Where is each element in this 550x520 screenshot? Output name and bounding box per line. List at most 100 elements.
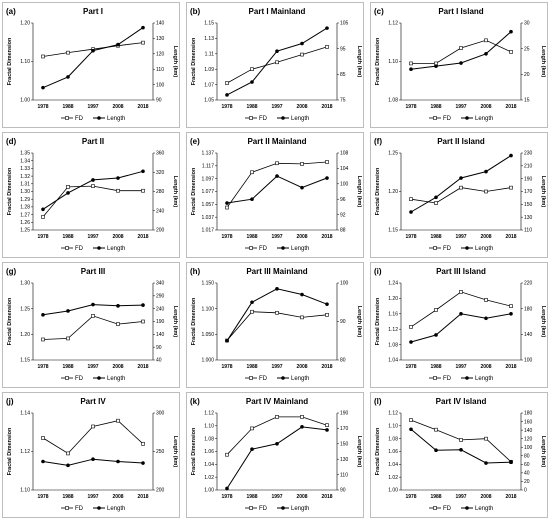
- fd-point: [509, 304, 513, 308]
- chart-title: Part III Island: [436, 267, 486, 276]
- y-axis-label: Fractal Dimension: [191, 167, 197, 215]
- fd-point: [300, 315, 304, 320]
- chart-title: Part I Mainland: [249, 7, 306, 16]
- legend-length-marker: [465, 116, 469, 120]
- length-point: [409, 67, 413, 71]
- length-point: [325, 428, 329, 432]
- legend-fd-marker: [65, 116, 69, 120]
- x-tick-label: 1988: [246, 364, 257, 370]
- fd-point: [300, 52, 304, 57]
- length-point: [484, 316, 488, 321]
- x-tick-label: 2008: [296, 494, 307, 500]
- y-tick-label: 1.10: [20, 488, 30, 494]
- fd-point: [141, 188, 145, 193]
- fd-point: [66, 451, 70, 456]
- y2-tick-label: 120: [156, 52, 165, 58]
- chart-title: Part IV Mainland: [246, 397, 308, 406]
- y-tick-label: 1.12: [388, 411, 398, 417]
- fd-point: [141, 319, 145, 324]
- y2-tick-label: 150: [524, 202, 533, 208]
- length-point: [275, 49, 279, 54]
- y2-tick-label: 200: [156, 488, 165, 494]
- series-line-length: [410, 313, 512, 343]
- series-line-fd: [42, 185, 143, 218]
- length-point: [41, 459, 45, 464]
- chart-svg: (l) Part IV Island 1.00 1.02 1.04 1.06 1.08 1.1…: [374, 397, 546, 512]
- fd-point: [275, 310, 279, 315]
- y2-tick-label: 250: [156, 449, 165, 455]
- series-line-fd: [226, 311, 328, 341]
- y2-tick-label: 140: [524, 428, 533, 434]
- fd-point: [275, 415, 279, 419]
- chart-title: Part I: [83, 7, 103, 16]
- x-tick-label: 1988: [430, 364, 441, 370]
- panel-label: (a): [6, 7, 16, 16]
- y-tick-label: 1.33: [20, 166, 30, 172]
- y-axis-label: Fractal Dimension: [375, 167, 381, 215]
- y-tick-label: 1.10: [388, 59, 398, 65]
- fd-point: [250, 67, 254, 71]
- fd-point: [66, 336, 70, 341]
- length-point: [484, 169, 488, 174]
- y2-tick-label: 170: [340, 426, 349, 432]
- length-point: [275, 442, 279, 446]
- legend-fd-marker: [249, 506, 253, 510]
- y-tick-label: 1.097: [201, 176, 214, 182]
- x-tick-label: 1978: [221, 234, 232, 240]
- x-tick-label: 1988: [246, 104, 257, 110]
- y2-tick-label: 110: [340, 472, 348, 478]
- y2-tick-label: 90: [156, 345, 162, 351]
- y2-tick-label: 75: [340, 98, 346, 104]
- panel-label: (k): [190, 397, 200, 406]
- legend-length-label: Length: [475, 116, 493, 122]
- legend-fd-label: FD: [75, 506, 84, 512]
- y-tick-label: 1.057: [201, 202, 214, 208]
- fd-point: [434, 308, 438, 312]
- legend-length-marker: [97, 506, 101, 510]
- y-tick-label: 1.037: [201, 215, 214, 221]
- length-point: [91, 302, 95, 307]
- chart-panel: (g) Part III 1.15 1.20 1.25 1.30 40 90 140 190 240…: [2, 262, 180, 388]
- y2-tick-label: 15: [524, 98, 530, 104]
- x-tick-label: 1988: [430, 104, 441, 110]
- y2-axis-label: Length (km): [356, 436, 362, 468]
- y2-tick-label: 140: [524, 332, 533, 338]
- chart-panel: (c) Part I Island 1.08 1.10 1.12 15 20 25 30 1978…: [370, 2, 548, 128]
- legend-fd-label: FD: [259, 246, 268, 252]
- y-tick-label: 1.31: [20, 182, 30, 188]
- x-tick-label: 2018: [321, 494, 332, 500]
- y-tick-label: 1.08: [388, 98, 398, 104]
- y2-tick-label: 140: [156, 21, 165, 27]
- x-tick-label: 1978: [37, 364, 48, 370]
- length-point: [459, 312, 463, 316]
- y2-tick-label: 104: [340, 166, 349, 172]
- panel-label: (e): [190, 137, 200, 146]
- fd-point: [250, 170, 254, 175]
- x-tick-label: 1997: [455, 364, 466, 370]
- fd-point: [484, 298, 488, 302]
- chart-svg: (k) Part IV Mainland 1.00 1.02 1.04 1.06 1.08 1…: [190, 397, 362, 512]
- length-point: [250, 80, 254, 84]
- y2-tick-label: 90: [340, 488, 346, 494]
- chart-panel: (i) Part III Island 1.04 1.08 1.12 1.16 1.20 1.…: [370, 262, 548, 388]
- x-tick-label: 2018: [321, 104, 332, 110]
- fd-point: [484, 38, 488, 43]
- length-point: [484, 461, 488, 465]
- y2-tick-label: 240: [156, 306, 165, 312]
- y2-tick-label: 20: [524, 72, 530, 78]
- legend-length-label: Length: [291, 376, 309, 382]
- legend-length-marker: [281, 506, 285, 510]
- fd-point: [91, 314, 95, 318]
- fd-point: [509, 185, 513, 190]
- fd-point: [91, 184, 95, 188]
- fd-point: [459, 290, 463, 294]
- y-tick-label: 1.12: [388, 21, 398, 27]
- length-point: [459, 61, 463, 65]
- y-tick-label: 1.24: [388, 281, 398, 287]
- legend-length-marker: [281, 376, 285, 380]
- y2-tick-label: 100: [156, 82, 165, 88]
- length-point: [225, 201, 229, 205]
- y-tick-label: 1.050: [201, 332, 214, 338]
- y-tick-label: 1.13: [204, 36, 214, 42]
- x-tick-label: 1978: [405, 234, 416, 240]
